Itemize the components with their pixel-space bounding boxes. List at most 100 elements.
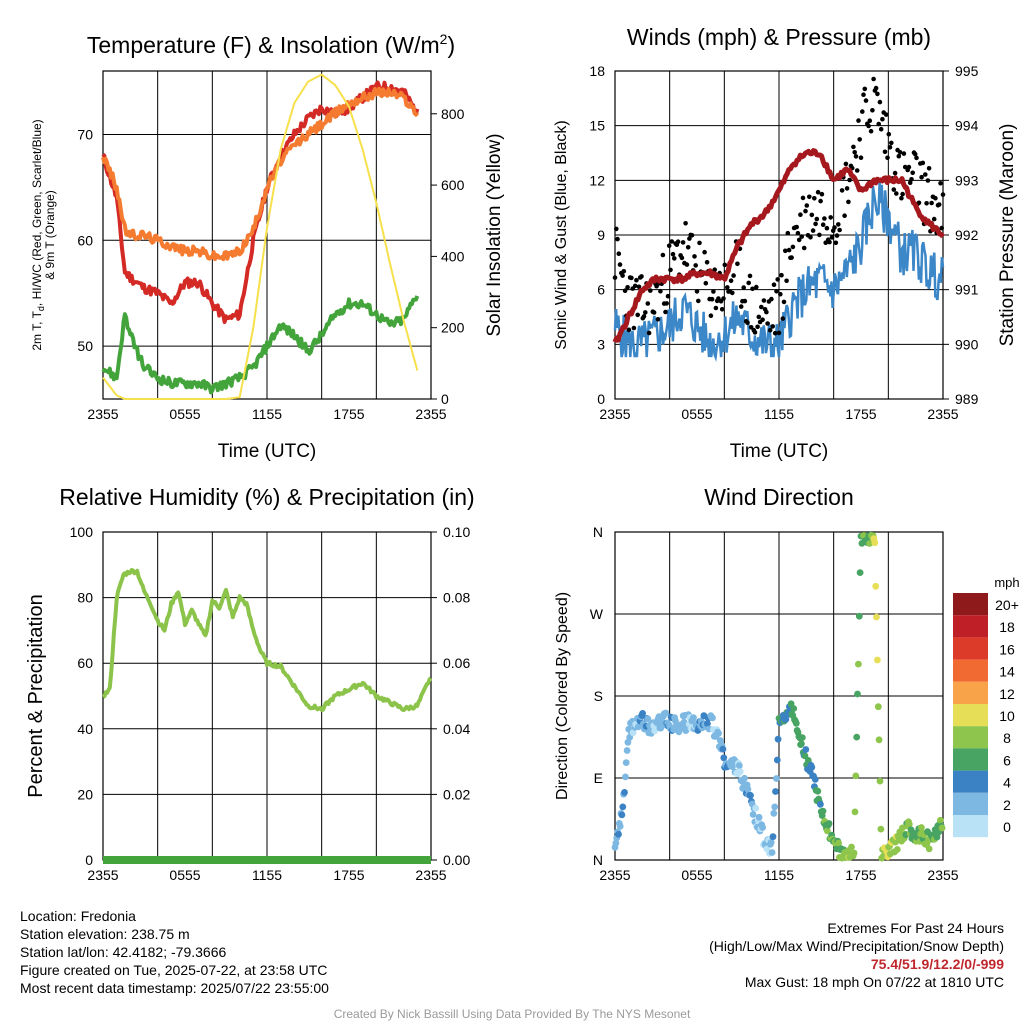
wind-gust-dot (877, 99, 883, 105)
wind-gust-dot (635, 312, 640, 318)
dir-point (817, 800, 824, 808)
colorbar-label: 10 (999, 708, 1015, 724)
wind-gust-dot (685, 245, 691, 250)
rh-y-tick-label: 20 (77, 786, 93, 802)
dir-point (873, 613, 880, 621)
colorbar-label: 18 (999, 619, 1015, 635)
wind-gust-dot (741, 285, 746, 290)
dir-point (905, 820, 913, 828)
wind-gust-dot (878, 126, 884, 132)
credit-line: Created By Nick Bassill Using Data Provi… (333, 1007, 691, 1021)
wind-gust-dot (900, 191, 905, 197)
wind-gust-dot (871, 76, 876, 82)
wind-x-tick-label: 1155 (764, 406, 794, 422)
wind-x-axis-title: Time (UTC) (730, 441, 829, 462)
wind-gust-dot (819, 191, 825, 197)
station-latlon: Station lat/lon: 42.4182; -79.3666 (20, 944, 227, 960)
wind-gust-dot (643, 310, 648, 315)
dir-point (874, 656, 881, 664)
wind-gust-dot (887, 145, 893, 150)
wind-gust-dot (847, 177, 852, 183)
wind-gust-dot (896, 153, 902, 159)
wind-gust-dot (863, 98, 869, 103)
wind-y2-tick-label: 990 (955, 336, 979, 352)
wind-gust-dot (873, 85, 879, 91)
wind-gust-dot (617, 262, 623, 267)
wind-gust-dot (919, 174, 924, 180)
dir-point (709, 714, 716, 722)
wind-gust-dot (829, 235, 835, 240)
dir-point (852, 772, 860, 780)
dir-point (819, 807, 827, 815)
wind-gust-dot (870, 108, 875, 113)
dir-point (769, 833, 777, 841)
rh-x-tick-label: 1755 (333, 867, 364, 883)
dir-point (851, 808, 859, 816)
wind-gust-dot (824, 225, 830, 231)
temp-y-axis-title: 2m T, Td, HI/WC (Red, Green, Scarlet/Blu… (30, 119, 46, 350)
dir-point (854, 690, 861, 698)
temp-x-tick-label: 2355 (415, 406, 446, 422)
wind-gust-dot (669, 239, 675, 244)
dir-point (752, 804, 760, 812)
rh-x-tick-label: 0555 (169, 867, 200, 883)
temp-y2-axis-title: Solar Insolation (Yellow) (484, 133, 505, 336)
colorbar-swatch (953, 704, 988, 727)
wind-gust-dot (626, 327, 632, 333)
wind-gust-dot (752, 330, 758, 335)
wind-gust-dot (721, 296, 726, 301)
wind-gust-dot (828, 215, 833, 220)
wind-gust-dot (725, 285, 730, 290)
wind-gust-dot (781, 299, 787, 305)
wind-gust-dot (912, 151, 918, 157)
rh-x-tick-label: 2355 (87, 867, 118, 883)
colorbar-swatch (953, 770, 988, 793)
wind-gust-dot (940, 192, 946, 197)
temp-y2-tick-label: 200 (441, 320, 465, 336)
wind-gust-dot (796, 237, 802, 243)
dir-point (744, 785, 752, 793)
wind-gust-dot (860, 109, 865, 114)
wind-gust-dot (844, 186, 850, 191)
wind-gust-dot (778, 291, 783, 297)
wind-gust-dot (632, 283, 638, 289)
extremes-values: 75.4/51.9/12.2/0/-999 (870, 956, 1004, 972)
wind-gust-dot (731, 273, 736, 278)
rh-y2-tick-label: 0.04 (443, 721, 470, 737)
dir-point (853, 733, 861, 741)
wind-gust-dot (692, 254, 697, 259)
rh-y-tick-label: 0 (85, 852, 93, 868)
wind-gust-dot (620, 273, 625, 278)
dir-point (623, 747, 631, 754)
wind-gust-dot (655, 317, 661, 322)
wind-gust-dot (867, 118, 873, 123)
temp-x-tick-label: 0555 (169, 406, 200, 422)
colorbar-swatch (953, 615, 988, 638)
wind-gust-dot (862, 86, 868, 92)
wind-y2-tick-label: 992 (955, 227, 979, 243)
wind-gust-dot (684, 262, 690, 267)
dir-point (768, 849, 776, 856)
wind-gust-dot (889, 140, 894, 146)
colorbar-label: 20+ (995, 597, 1019, 613)
wind-gust-dot (668, 267, 673, 273)
wind-gust-dot (783, 248, 788, 254)
temp-series-line (102, 73, 419, 400)
wind-gust-dot (894, 191, 899, 196)
wind-gust-dot (799, 234, 804, 239)
wind-y-tick-label: 3 (597, 336, 605, 352)
dir-point (662, 709, 670, 717)
dir-y-axis-title: Direction (Colored By Speed) (554, 592, 571, 800)
colorbar-label: 4 (1003, 775, 1011, 791)
wind-gust-dot (771, 282, 777, 288)
wind-gust-dot (920, 160, 926, 166)
wind-gust-dot (636, 284, 642, 290)
dir-point (835, 839, 842, 847)
wind-gust-dot (818, 198, 823, 204)
wind-gust-dot (711, 289, 716, 294)
rh-y2-tick-label: 0.08 (443, 590, 470, 606)
wind-gust-dot (767, 327, 773, 333)
dir-point (937, 816, 944, 824)
wind-gust-dot (795, 230, 801, 236)
dir-point (716, 737, 724, 744)
